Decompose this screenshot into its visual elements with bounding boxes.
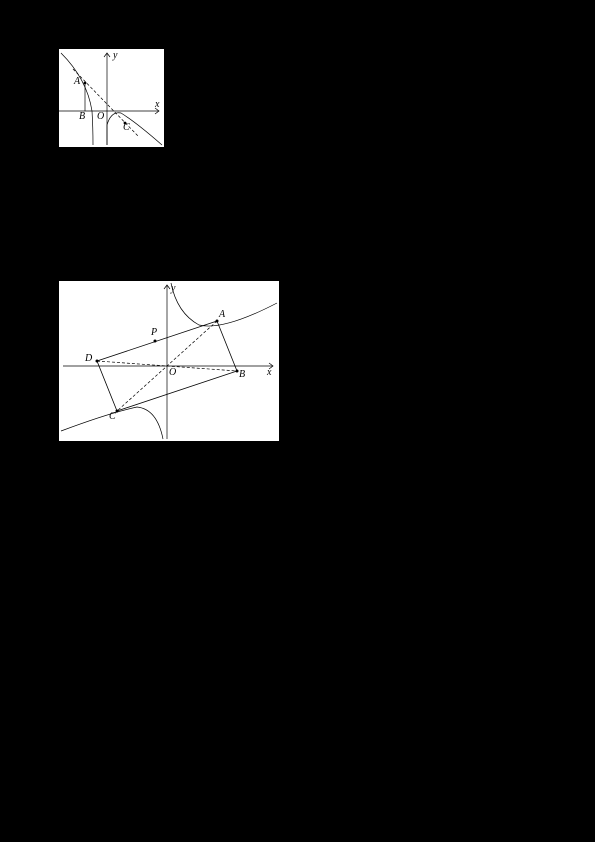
figure-2-svg	[59, 281, 279, 441]
figure-1: y x A B O C	[58, 48, 165, 148]
figure-1-svg	[59, 49, 164, 147]
figure-2: y x A B C D O P	[58, 280, 280, 442]
